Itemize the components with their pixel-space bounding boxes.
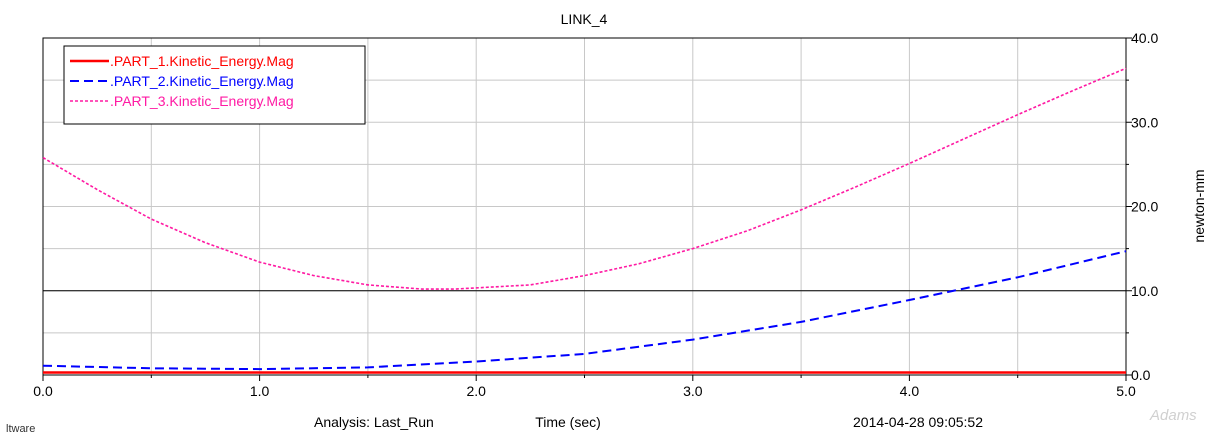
y-axis: 0.0 10.0 20.0 30.0 40.0: [1126, 30, 1158, 383]
x-axis-label: Time (sec): [535, 414, 601, 430]
y-tick-label: 30.0: [1131, 114, 1158, 130]
series-line-3: [42, 67, 1127, 290]
series-layer: [42, 67, 1127, 374]
legend-box: [63, 45, 366, 125]
x-tick-label: 2.0: [466, 383, 486, 399]
y-tick-label: 0.0: [1131, 367, 1151, 383]
x-tick-label: 0.0: [33, 383, 53, 399]
x-axis: 0.0 1.0 2.0 3.0 4.0 5.0: [33, 375, 1136, 399]
y-tick-label: 10.0: [1131, 283, 1158, 299]
timestamp: 2014-04-28 09:05:52: [853, 414, 983, 430]
legend-label-2: .PART_2.Kinetic_Energy.Mag: [110, 73, 294, 89]
legend-label-3: .PART_3.Kinetic_Energy.Mag: [110, 93, 294, 109]
y-tick-label: 40.0: [1131, 30, 1158, 46]
chart-title: LINK_4: [561, 11, 608, 27]
y-tick-label: 20.0: [1131, 199, 1158, 215]
legend-label-1: .PART_1.Kinetic_Energy.Mag: [110, 53, 294, 69]
legend: .PART_1.Kinetic_Energy.Mag .PART_2.Kineti…: [63, 45, 366, 125]
x-tick-label: 3.0: [683, 383, 703, 399]
x-tick-label: 5.0: [1116, 383, 1136, 399]
adams-logo: Adams: [1149, 407, 1197, 424]
analysis-label: Analysis: Last_Run: [314, 414, 434, 430]
footer-left-text: ltware: [6, 423, 35, 435]
x-tick-label: 4.0: [900, 383, 920, 399]
x-tick-label: 1.0: [250, 383, 270, 399]
y-axis-label: newton-mm: [1191, 169, 1207, 242]
